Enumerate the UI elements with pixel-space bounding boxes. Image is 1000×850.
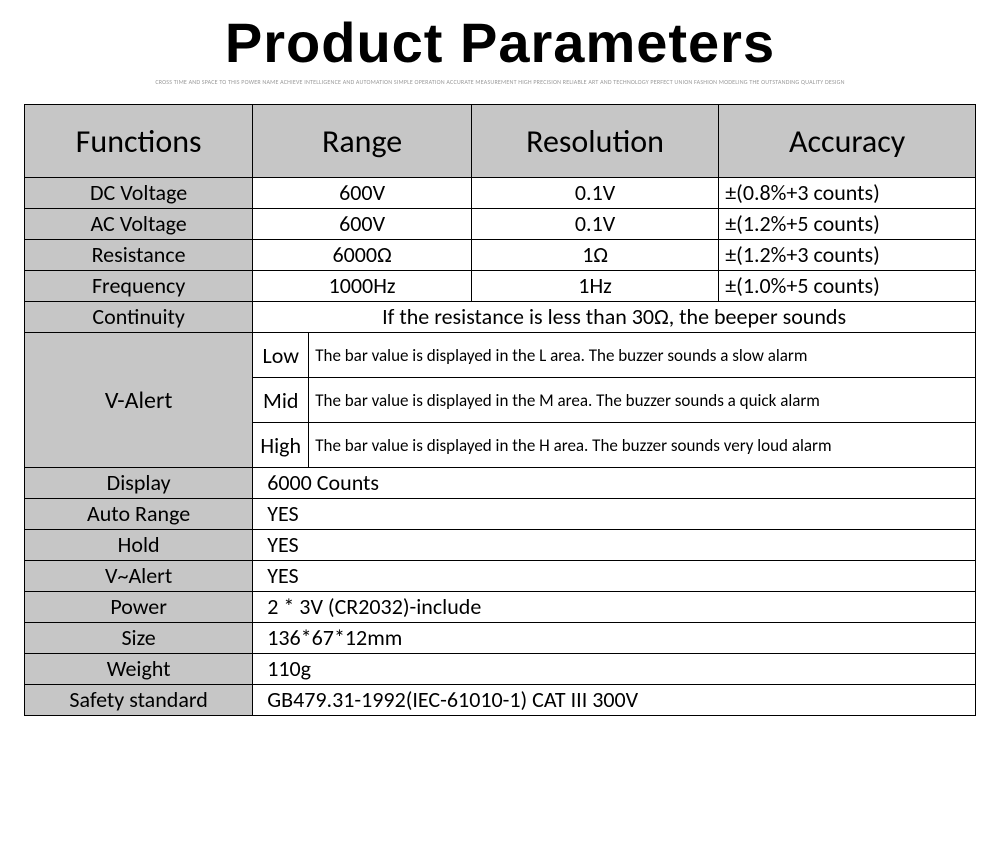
range-cell: 6000Ω bbox=[253, 240, 472, 271]
feature-label: Auto Range bbox=[25, 499, 253, 530]
feature-value: 2 * 3V (CR2032)-include bbox=[253, 592, 976, 623]
col-accuracy: Accuracy bbox=[719, 105, 976, 178]
feature-value: YES bbox=[253, 530, 976, 561]
res-cell: 1Hz bbox=[471, 271, 718, 302]
range-cell: 600V bbox=[253, 178, 472, 209]
table-row: DC Voltage 600V 0.1V ±(0.8%+3 counts) bbox=[25, 178, 976, 209]
feature-row: Auto Range YES bbox=[25, 499, 976, 530]
valert-row: V-Alert Low The bar value is displayed i… bbox=[25, 333, 976, 468]
range-cell: 1000Hz bbox=[253, 271, 472, 302]
feature-value: GB479.31-1992(IEC-61010-1) CAT III 300V bbox=[253, 685, 976, 716]
range-cell: 600V bbox=[253, 209, 472, 240]
valert-level-desc: The bar value is displayed in the L area… bbox=[309, 333, 975, 377]
feature-value: YES bbox=[253, 561, 976, 592]
feature-row: V~Alert YES bbox=[25, 561, 976, 592]
feature-row: Display 6000 Counts bbox=[25, 468, 976, 499]
col-range: Range bbox=[253, 105, 472, 178]
feature-label: Weight bbox=[25, 654, 253, 685]
func-cell: Continuity bbox=[25, 302, 253, 333]
col-functions: Functions bbox=[25, 105, 253, 178]
feature-row: Power 2 * 3V (CR2032)-include bbox=[25, 592, 976, 623]
feature-label: Safety standard bbox=[25, 685, 253, 716]
acc-cell: ±(0.8%+3 counts) bbox=[719, 178, 976, 209]
valert-level-desc: The bar value is displayed in the M area… bbox=[309, 378, 975, 422]
feature-label: Size bbox=[25, 623, 253, 654]
valert-label: V-Alert bbox=[25, 333, 253, 468]
func-cell: Resistance bbox=[25, 240, 253, 271]
acc-cell: ±(1.0%+5 counts) bbox=[719, 271, 976, 302]
continuity-note: If the resistance is less than 30Ω, the … bbox=[253, 302, 976, 333]
res-cell: 0.1V bbox=[471, 209, 718, 240]
func-cell: AC Voltage bbox=[25, 209, 253, 240]
table-row: AC Voltage 600V 0.1V ±(1.2%+5 counts) bbox=[25, 209, 976, 240]
feature-label: Power bbox=[25, 592, 253, 623]
table-row: Resistance 6000Ω 1Ω ±(1.2%+3 counts) bbox=[25, 240, 976, 271]
feature-row: Size 136*67*12mm bbox=[25, 623, 976, 654]
page-title: Product Parameters bbox=[24, 10, 976, 75]
col-resolution: Resolution bbox=[471, 105, 718, 178]
func-cell: Frequency bbox=[25, 271, 253, 302]
valert-level-desc: The bar value is displayed in the H area… bbox=[309, 423, 975, 467]
func-cell: DC Voltage bbox=[25, 178, 253, 209]
feature-value: YES bbox=[253, 499, 976, 530]
continuity-row: Continuity If the resistance is less tha… bbox=[25, 302, 976, 333]
page-root: Product Parameters CROSS TIME AND SPACE … bbox=[0, 0, 1000, 746]
feature-label: Display bbox=[25, 468, 253, 499]
feature-value: 136*67*12mm bbox=[253, 623, 976, 654]
res-cell: 1Ω bbox=[471, 240, 718, 271]
valert-level-name: High bbox=[253, 423, 309, 467]
feature-row: Hold YES bbox=[25, 530, 976, 561]
feature-row: Weight 110g bbox=[25, 654, 976, 685]
subtitle-text: CROSS TIME AND SPACE TO THIS POWER NAME … bbox=[110, 79, 890, 86]
valert-level-row: Mid The bar value is displayed in the M … bbox=[253, 378, 975, 423]
valert-level-row: Low The bar value is displayed in the L … bbox=[253, 333, 975, 378]
feature-label: V~Alert bbox=[25, 561, 253, 592]
valert-sub: Low The bar value is displayed in the L … bbox=[253, 333, 976, 468]
feature-row: Safety standard GB479.31-1992(IEC-61010-… bbox=[25, 685, 976, 716]
valert-level-row: High The bar value is displayed in the H… bbox=[253, 423, 975, 467]
valert-level-name: Mid bbox=[253, 378, 309, 422]
feature-label: Hold bbox=[25, 530, 253, 561]
acc-cell: ±(1.2%+5 counts) bbox=[719, 209, 976, 240]
acc-cell: ±(1.2%+3 counts) bbox=[719, 240, 976, 271]
feature-value: 6000 Counts bbox=[253, 468, 976, 499]
feature-value: 110g bbox=[253, 654, 976, 685]
res-cell: 0.1V bbox=[471, 178, 718, 209]
parameters-table: Functions Range Resolution Accuracy DC V… bbox=[24, 104, 976, 716]
valert-level-name: Low bbox=[253, 333, 309, 377]
table-header-row: Functions Range Resolution Accuracy bbox=[25, 105, 976, 178]
table-row: Frequency 1000Hz 1Hz ±(1.0%+5 counts) bbox=[25, 271, 976, 302]
